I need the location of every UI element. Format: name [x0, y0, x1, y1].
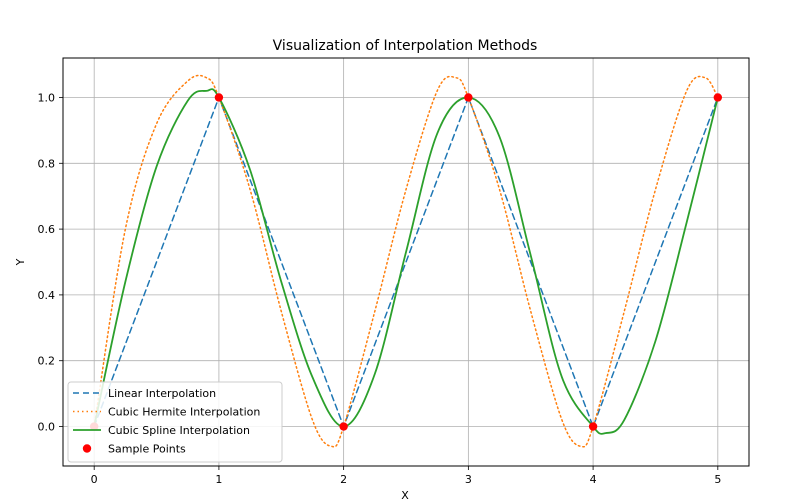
y-tick-label: 0.0 — [38, 421, 56, 434]
legend-label-linear-interpolation: Linear Interpolation — [108, 387, 216, 400]
y-tick-label: 0.2 — [38, 355, 56, 368]
y-axis-label: Y — [14, 258, 27, 266]
sample-point-marker — [214, 93, 224, 102]
plot-frame — [62, 57, 750, 467]
y-tick-label: 1.0 — [38, 91, 56, 104]
legend-swatch-sample-points — [82, 444, 92, 453]
legend: Linear Interpolation Cubic Hermite Interp… — [67, 381, 283, 463]
cubic-hermite-interpolation-line — [93, 74, 719, 448]
sample-point-marker — [588, 422, 598, 431]
linear-interpolation-line — [93, 95, 719, 429]
axes — [59, 57, 750, 470]
y-tick-label: 0.4 — [38, 289, 56, 302]
x-tick-label: 1 — [215, 473, 222, 486]
legend-label-sample-points: Sample Points — [108, 443, 186, 456]
x-axis-label: X — [401, 489, 409, 501]
cubic-spline-interpolation-line — [93, 88, 719, 435]
y-tick-label: 0.6 — [38, 223, 56, 236]
sample-point-marker — [464, 93, 473, 102]
legend-label-cubic-spline-interpolation: Cubic Spline Interpolation — [108, 424, 250, 437]
sample-point-marker — [339, 422, 348, 431]
legend-box — [67, 381, 283, 463]
x-tick-label: 4 — [590, 473, 597, 486]
x-tick-label: 2 — [340, 473, 347, 486]
x-tick-label: 5 — [714, 473, 721, 486]
series-layer — [89, 74, 723, 448]
sample-point-marker — [713, 93, 723, 102]
y-tick-label: 0.8 — [38, 157, 56, 170]
tick-labels: 0 1 2 3 4 5 0.0 0.2 0.4 0.6 0.8 1.0 — [38, 91, 722, 486]
grid — [63, 58, 749, 466]
legend-label-cubic-hermite-interpolation: Cubic Hermite Interpolation — [108, 406, 260, 419]
x-tick-label: 3 — [465, 473, 472, 486]
x-tick-label: 0 — [91, 473, 98, 486]
chart-title: Visualization of Interpolation Methods — [273, 38, 538, 54]
